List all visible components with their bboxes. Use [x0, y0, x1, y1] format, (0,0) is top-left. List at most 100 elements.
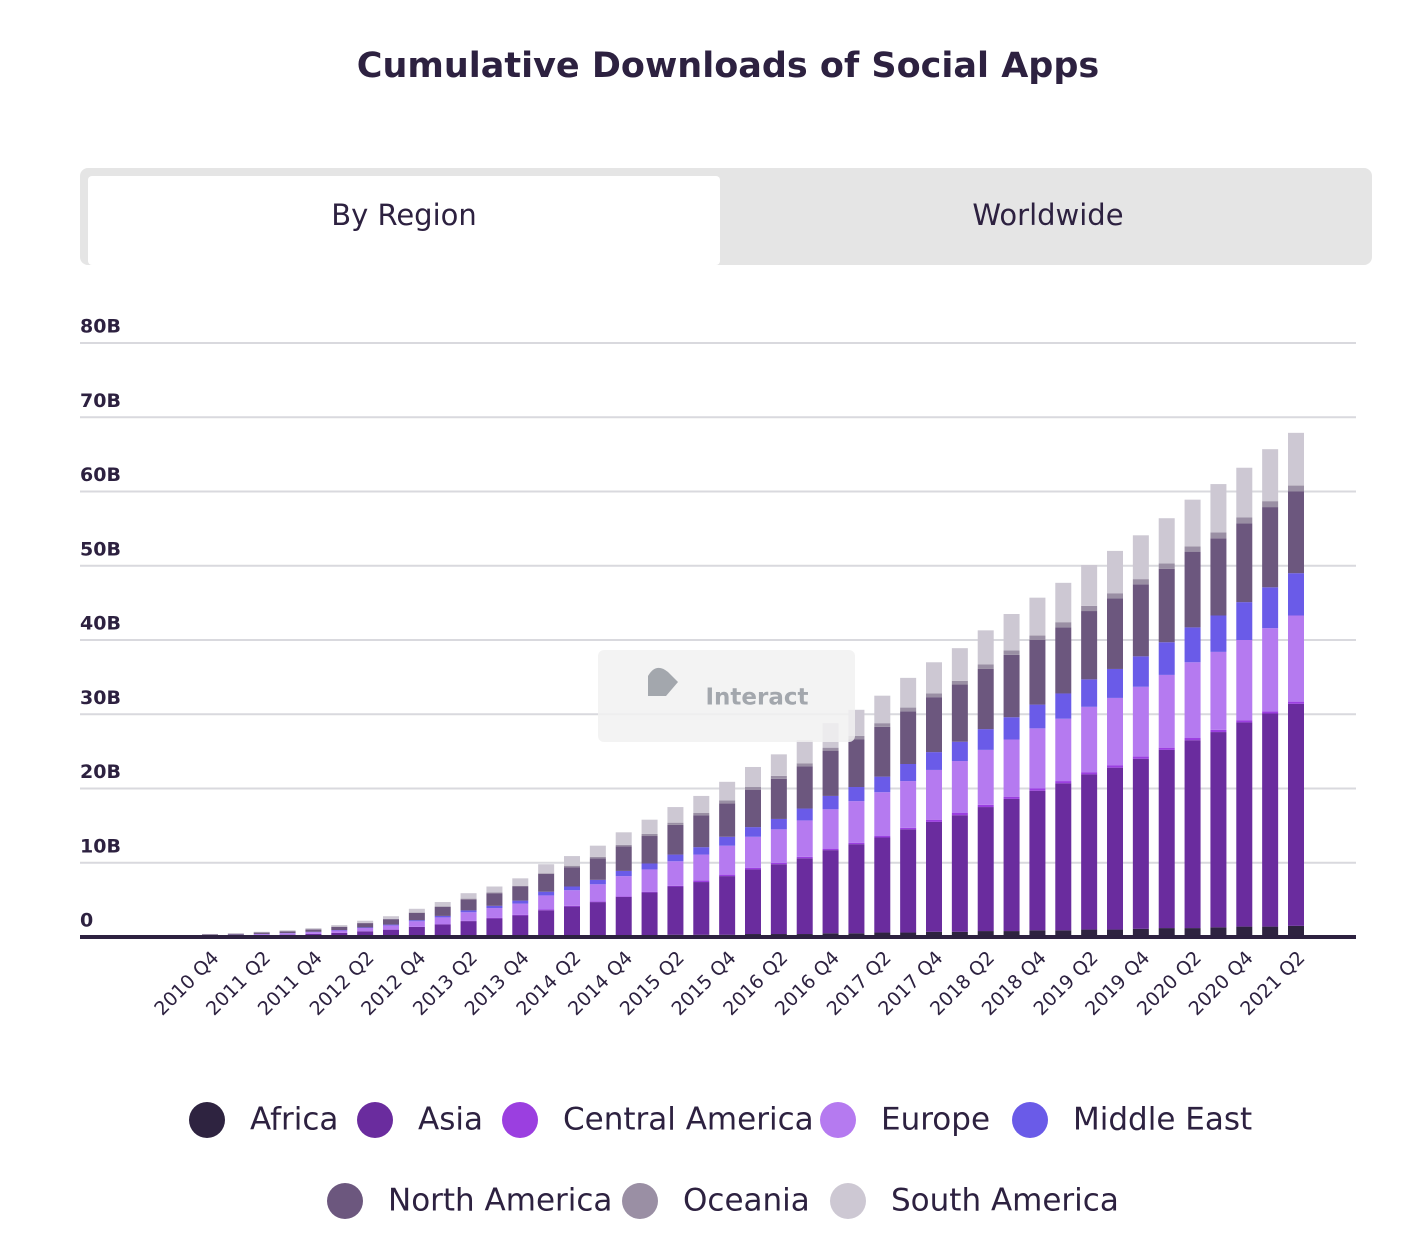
bar-segment — [848, 739, 865, 788]
bar-segment — [977, 807, 994, 932]
bar-segment — [796, 808, 813, 821]
bar-segment — [1029, 788, 1046, 791]
bar-segment — [615, 832, 632, 845]
bar-segment — [486, 892, 503, 894]
bar-segment — [1132, 686, 1149, 757]
bar-segment — [667, 886, 684, 935]
legend-label: Middle East — [1073, 1102, 1252, 1138]
bar-segment — [357, 927, 374, 929]
bar-segment — [1003, 796, 1020, 799]
y-tick-label: 0 — [80, 910, 93, 932]
legend-marker — [357, 1102, 393, 1138]
bar-segment — [1236, 467, 1253, 518]
bar-segment — [615, 846, 632, 871]
bar-segment — [253, 932, 270, 934]
bar-segment — [667, 885, 684, 887]
bar-segment — [1236, 722, 1253, 927]
y-tick-label: 80B — [80, 316, 121, 338]
bar-segment — [693, 795, 710, 814]
bar-segment — [589, 845, 606, 857]
bar-segment — [1029, 640, 1046, 705]
bar-segment — [951, 684, 968, 742]
bar-segment — [357, 931, 374, 937]
bar-segment — [667, 861, 684, 886]
bar-segment — [926, 821, 942, 932]
bar-segment — [770, 754, 787, 776]
bar-segment — [408, 912, 425, 913]
bar-segment — [1158, 568, 1175, 643]
bar-segment — [589, 879, 606, 885]
tab-active[interactable] — [88, 176, 720, 265]
bar-segment — [1132, 579, 1149, 585]
bar-segment — [589, 856, 606, 859]
bar-segment — [1107, 598, 1123, 669]
bar-segment — [1132, 584, 1149, 657]
y-tick-label: 30B — [80, 687, 121, 709]
bar-segment — [1003, 614, 1020, 651]
legend-label: North America — [388, 1183, 612, 1219]
bar-segment — [874, 695, 891, 724]
bar-segment — [460, 921, 477, 937]
bar-segment — [1055, 582, 1072, 623]
bar-segment — [512, 915, 529, 937]
bar-segment — [977, 668, 994, 730]
bar-segment — [279, 930, 296, 932]
bar-segment — [1236, 517, 1253, 524]
bar-segment — [641, 891, 658, 893]
bar-segment — [1107, 929, 1123, 937]
bar-segment — [564, 906, 580, 936]
bar-segment — [1132, 758, 1149, 929]
bar-segment — [926, 769, 942, 820]
bar-segment — [1003, 739, 1020, 797]
bar-segment — [770, 862, 787, 865]
bar-segment — [512, 900, 529, 904]
bar-segment — [900, 677, 917, 708]
bar-segment — [434, 902, 451, 907]
bar-segment — [1029, 635, 1046, 640]
bar-segment — [1158, 747, 1175, 750]
bar-segment — [564, 905, 580, 907]
bar-segment — [745, 787, 761, 790]
bar-segment — [460, 899, 477, 911]
bar-segment — [900, 932, 917, 937]
bar-segment — [951, 813, 968, 816]
bar-segment — [1107, 765, 1123, 768]
bar-segment — [641, 869, 658, 892]
bar-segment — [383, 924, 399, 926]
bar-segment — [1184, 740, 1201, 929]
bar-segment — [1210, 484, 1227, 533]
bar-segment — [564, 886, 580, 891]
bar-segment — [822, 750, 839, 796]
interact-label[interactable]: Interact — [705, 685, 808, 711]
bar-segment — [977, 931, 994, 937]
bar-segment — [1184, 662, 1201, 739]
bar-segment — [512, 885, 529, 887]
bar-segment — [977, 729, 994, 750]
legend-label: Central America — [563, 1102, 814, 1138]
bar-segment — [1288, 432, 1304, 486]
bar-segment — [1081, 772, 1098, 775]
bar-segment — [253, 931, 270, 933]
legend-label: Africa — [250, 1102, 338, 1138]
bar-segment — [512, 878, 529, 886]
y-tick-label: 10B — [80, 835, 121, 857]
bar-segment — [1158, 518, 1175, 564]
bar-segment — [1003, 717, 1020, 740]
bar-segment — [1107, 767, 1123, 930]
tab-label[interactable]: Worldwide — [972, 198, 1123, 232]
bar-segment — [1236, 602, 1253, 640]
bar-segment — [408, 921, 425, 927]
bar-segment — [977, 630, 994, 665]
bar-segment — [1029, 728, 1046, 789]
bar-segment — [1003, 798, 1020, 932]
legend-marker — [830, 1183, 866, 1219]
bar-segment — [408, 912, 425, 921]
bar-segment — [564, 865, 580, 868]
tab-label[interactable]: By Region — [331, 198, 477, 232]
bar-segment — [667, 807, 684, 823]
bar-segment — [1262, 713, 1279, 927]
bar-segment — [822, 795, 839, 810]
bar-segment — [615, 870, 632, 877]
bar-segment — [1081, 611, 1098, 680]
